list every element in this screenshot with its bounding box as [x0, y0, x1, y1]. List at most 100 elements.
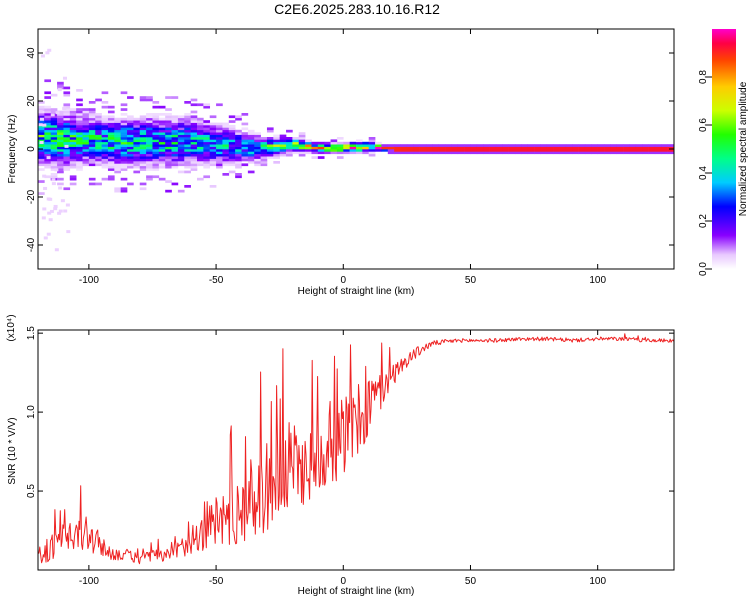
spectrogram-cell	[146, 177, 153, 181]
spectrogram-cell	[152, 146, 160, 150]
spectrogram-cell	[177, 129, 185, 133]
spectrogram-cell	[63, 151, 71, 155]
spectrogram-cell	[114, 122, 121, 126]
spectrogram-cell	[50, 151, 58, 155]
spectrogram-cell	[114, 149, 121, 152]
spectrogram-cell	[273, 151, 280, 155]
spectrogram-cell	[654, 149, 662, 152]
spectrogram-cell	[88, 141, 96, 145]
spectrogram-cell	[235, 137, 242, 140]
spectrogram-cell	[216, 137, 223, 140]
spectrogram-cell	[610, 149, 618, 152]
spectrogram-cell	[139, 98, 147, 102]
spectrogram-cell	[146, 137, 153, 140]
spectrogram-cell	[279, 141, 287, 145]
spectrogram-cell	[95, 141, 102, 145]
spectrogram-cell	[190, 134, 198, 138]
spectrogram-cell	[107, 146, 115, 150]
spectrogram-cell	[139, 96, 147, 99]
spectrogram-cell	[584, 149, 592, 152]
spectrogram-x-tick-label: 50	[465, 275, 477, 286]
spectrogram-cell	[55, 111, 60, 115]
spectrogram-cell	[38, 151, 45, 155]
spectrogram-cell	[139, 129, 147, 133]
spectrogram-cell	[216, 165, 223, 169]
spectrogram-cell	[190, 144, 198, 147]
spectrogram-cell	[50, 175, 58, 179]
spectrogram-cell	[146, 163, 153, 167]
spectrogram-cell	[279, 153, 287, 157]
spectrogram-cell	[120, 91, 128, 95]
spectrogram-cell	[146, 132, 153, 135]
spectrogram-cell	[114, 127, 121, 131]
spectrogram-cell	[127, 122, 134, 126]
spectrogram-cell	[324, 149, 331, 152]
spectrogram-cell	[76, 163, 83, 167]
spectrogram-cell	[139, 149, 147, 152]
spectrogram-cell	[540, 149, 548, 152]
spectrogram-cell	[101, 149, 109, 152]
spectrogram-cell	[57, 156, 64, 159]
spectrogram-cell	[298, 151, 306, 155]
spectrogram-cell	[127, 129, 134, 133]
spectrogram-cell	[228, 149, 236, 152]
spectrogram-cell	[88, 156, 96, 159]
spectrogram-cell	[42, 207, 47, 211]
spectrogram-cell	[152, 168, 160, 171]
spectrogram-cell	[171, 137, 179, 140]
spectrogram-x-tick-label: -100	[79, 275, 99, 286]
spectrogram-cell	[63, 146, 71, 150]
spectrogram-cell	[177, 149, 185, 152]
spectrogram-cell	[247, 146, 255, 150]
spectrogram-cell	[286, 141, 293, 145]
spectrogram-cell	[76, 146, 83, 150]
spectrogram-cell	[222, 153, 230, 157]
spectrogram-cell	[235, 158, 242, 162]
spectrogram-cell	[508, 144, 516, 147]
spectrogram-cell	[578, 149, 586, 152]
spectrogram-cell	[349, 151, 357, 155]
spectrogram-cell	[139, 165, 147, 169]
spectrogram-cell	[476, 146, 484, 150]
spectrogram-cell	[623, 151, 630, 155]
spectrogram-cell	[387, 146, 395, 150]
spectrogram-cell	[95, 161, 102, 164]
spectrogram-cell	[57, 170, 64, 174]
spectrogram-cell	[216, 158, 223, 162]
spectrogram-cell	[254, 149, 261, 152]
spectrogram-cell	[222, 137, 230, 140]
spectrogram-cells	[38, 48, 675, 252]
spectrogram-cell	[171, 151, 179, 155]
spectrogram-cell	[190, 156, 198, 159]
spectrogram-cell	[228, 158, 236, 162]
spectrogram-cell	[565, 149, 573, 152]
spectrogram-cell	[203, 151, 211, 155]
spectrogram-cell	[107, 149, 115, 152]
spectrogram-cell	[197, 177, 204, 181]
spectrogram-cell	[584, 144, 592, 147]
spectrogram-cell	[69, 137, 77, 140]
spectrogram-cell	[209, 153, 217, 157]
spectrogram-cell	[171, 161, 179, 164]
spectrogram-cell	[152, 149, 160, 152]
spectrogram-cell	[88, 115, 96, 119]
spectrogram-cell	[44, 113, 52, 116]
spectrogram-cell	[616, 146, 624, 150]
spectrogram-cell	[349, 141, 357, 145]
spectrogram-cell	[222, 173, 230, 176]
spectrogram-cell	[298, 153, 306, 157]
spectrogram-cell	[146, 127, 153, 131]
spectrogram-cell	[57, 127, 64, 131]
snr-series-line	[37, 333, 675, 565]
spectrogram-cell	[635, 144, 643, 147]
spectrogram-cell	[629, 146, 637, 150]
spectrogram-cell	[133, 117, 141, 121]
spectrogram-cell	[120, 146, 128, 150]
spectrogram-cell	[57, 161, 64, 164]
spectrogram-cell	[209, 115, 217, 119]
spectrogram-cell	[133, 149, 141, 152]
spectrogram-cell	[247, 151, 255, 155]
spectrogram-cell	[356, 146, 363, 150]
spectrogram-cell	[597, 151, 605, 155]
